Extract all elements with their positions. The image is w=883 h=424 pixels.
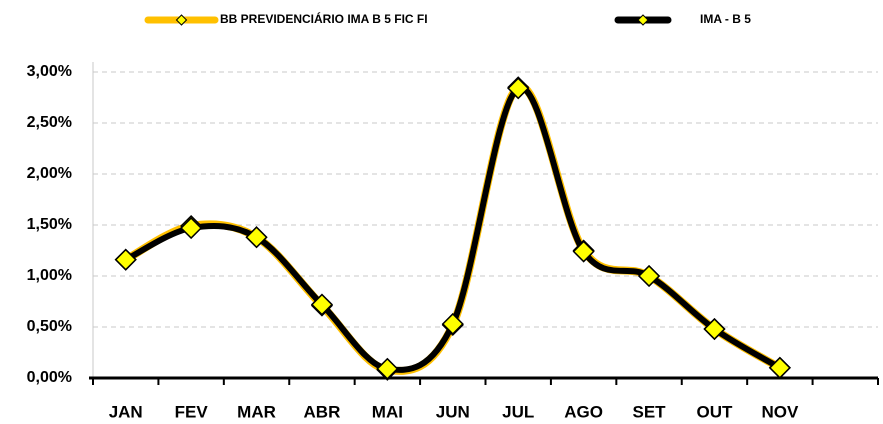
x-tick-label: OUT	[697, 402, 734, 421]
marker	[572, 240, 595, 263]
x-tick-label: AGO	[564, 402, 603, 421]
marker	[376, 357, 399, 380]
marker	[768, 356, 791, 379]
y-tick-label: 1,50%	[27, 216, 72, 233]
y-tick-label: 3,00%	[27, 63, 72, 80]
y-tick-label: 2,00%	[27, 165, 72, 182]
x-tick-label: JUN	[436, 402, 470, 421]
y-tick-label: 0,50%	[27, 318, 72, 335]
marker	[703, 317, 726, 341]
legend-marker	[175, 14, 188, 26]
marker	[441, 312, 464, 336]
y-tick-label: 1,00%	[27, 267, 72, 284]
x-tick-label: NOV	[761, 402, 799, 421]
x-tick-label: MAR	[237, 402, 276, 421]
marker	[114, 248, 137, 271]
y-tick-label: 0,00%	[27, 369, 72, 386]
legend-label: IMA - B 5	[700, 12, 751, 26]
x-tick-label: JUL	[502, 402, 534, 421]
marker	[245, 226, 268, 249]
marker	[310, 293, 334, 316]
marker	[507, 77, 530, 100]
legend-label: BB PREVIDENCIÁRIO IMA B 5 FIC FI	[220, 11, 428, 26]
x-tick-label: SET	[633, 402, 667, 421]
marker	[637, 264, 661, 288]
x-tick-label: JAN	[109, 402, 143, 421]
y-tick-label: 2,50%	[27, 114, 72, 131]
legend-marker	[637, 14, 649, 26]
x-tick-label: ABR	[304, 402, 341, 421]
x-tick-label: FEV	[175, 402, 209, 421]
marker	[180, 216, 203, 240]
x-tick-label: MAI	[372, 402, 403, 421]
